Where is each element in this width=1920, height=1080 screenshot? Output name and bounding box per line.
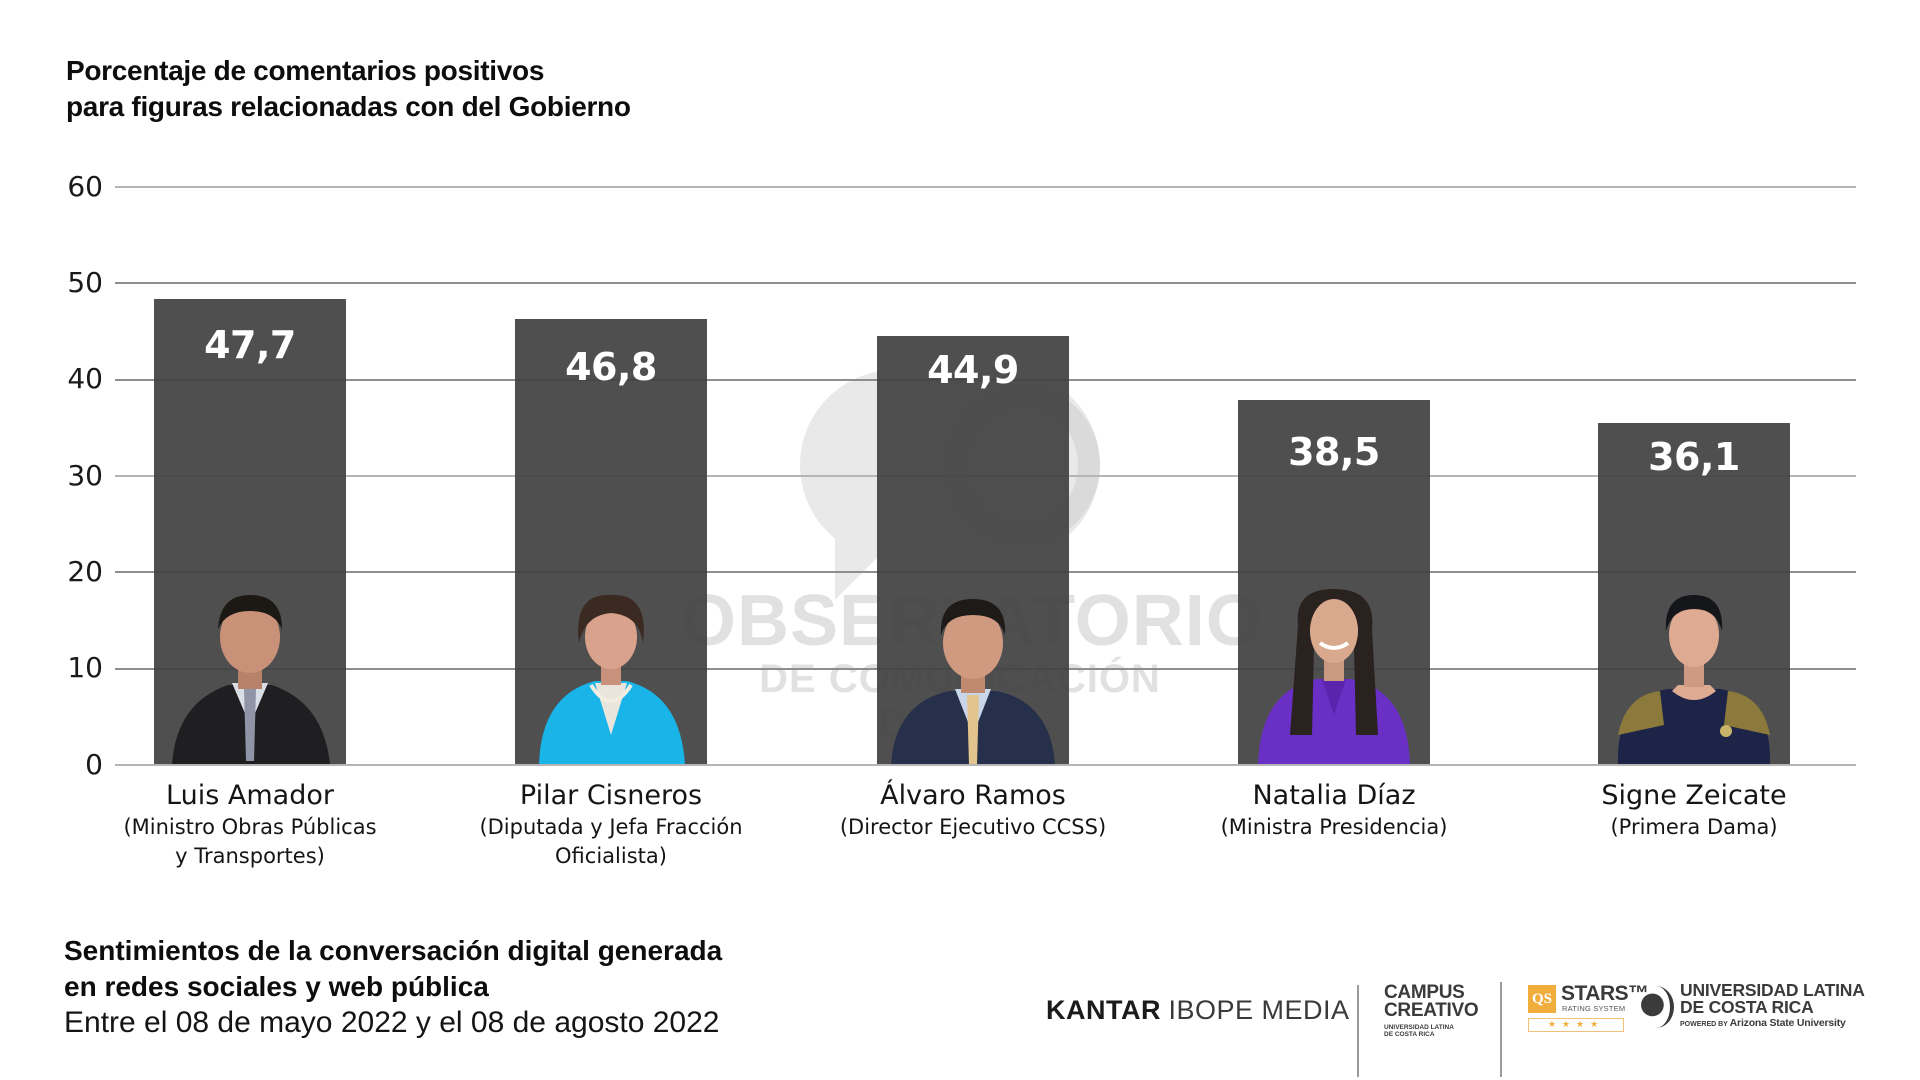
y-tick-20: 20 xyxy=(67,555,103,588)
asu-label: Arizona State University xyxy=(1729,1017,1846,1029)
chart-title-line-1: Porcentaje de comentarios positivos xyxy=(66,55,545,86)
y-tick-60: 60 xyxy=(67,170,103,203)
bar-alvaro-ramos: 44,9 xyxy=(877,336,1069,765)
category-label-alvaro-ramos: Álvaro Ramos (Director Ejecutivo CCSS) xyxy=(813,779,1133,842)
category-role-line-1: (Director Ejecutivo CCSS) xyxy=(839,815,1107,839)
universidad-latina-wordmark: UNIVERSIDAD LATINA DE COSTA RICA xyxy=(1680,980,1865,1017)
category-name: Natalia Díaz xyxy=(1252,780,1416,811)
category-label-natalia-diaz: Natalia Díaz (Ministra Presidencia) xyxy=(1174,779,1494,842)
campus-line-1: CAMPUS xyxy=(1384,982,1465,1003)
footer-title-line-2: en redes sociales y web pública xyxy=(64,971,489,1002)
y-tick-50: 50 xyxy=(67,266,103,299)
qs-badge-icon: QS xyxy=(1528,985,1556,1013)
kantar-ibope-media-logo: KANTAR IBOPE MEDIA xyxy=(1046,995,1350,1025)
portrait-pilar-cisneros xyxy=(539,594,685,765)
footer-title-line-1: Sentimientos de la conversación digital … xyxy=(64,935,723,966)
powered-by-asu: POWERED BY Arizona State University xyxy=(1680,1017,1846,1029)
portrait-alvaro-ramos xyxy=(891,599,1055,765)
y-tick-40: 40 xyxy=(67,362,103,395)
portrait-luis-amador xyxy=(172,595,330,765)
ul-line-1: UNIVERSIDAD LATINA xyxy=(1680,980,1865,1000)
campus-creativo-logo: CAMPUS CREATIVO UNIVERSIDAD LATINA DE CO… xyxy=(1384,982,1494,1038)
universidad-latina-logo: UNIVERSIDAD LATINA DE COSTA RICA POWERED… xyxy=(1638,980,1868,1042)
campus-line-4: DE COSTA RICA xyxy=(1384,1031,1435,1038)
category-role-line-1: (Diputada y Jefa Fracción xyxy=(479,815,743,839)
bar-pilar-cisneros: 46,8 xyxy=(515,319,707,765)
category-name: Álvaro Ramos xyxy=(880,780,1066,811)
chart-title: Porcentaje de comentarios positivos para… xyxy=(66,53,966,125)
y-tick-0: 0 xyxy=(85,748,103,781)
gridline-50 xyxy=(115,282,1856,284)
campus-line-2: CREATIVO xyxy=(1384,1000,1479,1021)
y-tick-30: 30 xyxy=(67,459,103,492)
category-role-line-2: y Transportes) xyxy=(175,844,325,868)
ibope-media-wordmark: IBOPE MEDIA xyxy=(1168,995,1350,1025)
category-role-line-1: (Ministra Presidencia) xyxy=(1220,815,1448,839)
portrait-natalia-diaz xyxy=(1258,589,1410,765)
qs-rating-system-label: RATING SYSTEM xyxy=(1562,1004,1626,1013)
bar-value-label: 36,1 xyxy=(1648,435,1740,479)
qs-stars-logo: QS STARS™ RATING SYSTEM ★★★★ xyxy=(1528,983,1649,1040)
bar-chart: OBSERVATORIO DE COMUNICACIÓN DIGITAL 60 … xyxy=(67,170,1856,871)
category-label-signe-zeicate: Signe Zeicate (Primera Dama) xyxy=(1534,779,1854,842)
powered-by-label: POWERED BY xyxy=(1680,1021,1728,1028)
kantar-wordmark: KANTAR xyxy=(1046,995,1161,1025)
bar-natalia-diaz: 38,5 xyxy=(1238,400,1430,765)
chart-title-line-2: para figuras relacionadas con del Gobier… xyxy=(66,91,631,122)
bar-value-label: 47,7 xyxy=(204,323,296,367)
star-rating-icon: ★★★★ xyxy=(1528,1018,1624,1032)
globe-icon xyxy=(1638,986,1674,1028)
category-name: Luis Amador xyxy=(166,780,334,811)
category-name: Signe Zeicate xyxy=(1601,780,1787,811)
logo-divider xyxy=(1500,982,1502,1077)
campus-line-3: UNIVERSIDAD LATINA xyxy=(1384,1024,1454,1031)
category-role-line-1: (Primera Dama) xyxy=(1610,815,1778,839)
bar-value-label: 38,5 xyxy=(1288,430,1380,474)
category-name: Pilar Cisneros xyxy=(519,780,703,811)
gridline-60 xyxy=(115,186,1856,188)
bar-luis-amador: 47,7 xyxy=(154,299,346,765)
bar-value-label: 46,8 xyxy=(565,345,657,389)
footer-title: Sentimientos de la conversación digital … xyxy=(64,933,864,1005)
qs-stars-wordmark: STARS™ xyxy=(1561,982,1649,1005)
bar-value-label: 44,9 xyxy=(927,348,1019,392)
ul-line-2: DE COSTA RICA xyxy=(1680,997,1814,1017)
category-label-luis-amador: Luis Amador (Ministro Obras Públicas y T… xyxy=(90,779,410,871)
y-tick-10: 10 xyxy=(67,651,103,684)
gridline-0-baseline xyxy=(115,764,1856,766)
date-range: Entre el 08 de mayo 2022 y el 08 de agos… xyxy=(64,1006,720,1039)
bar-signe-zeicate: 36,1 xyxy=(1598,423,1790,765)
logo-divider xyxy=(1357,985,1359,1077)
portrait-signe-zeicate xyxy=(1617,595,1771,765)
category-role-line-2: Oficialista) xyxy=(555,844,667,868)
category-role-line-1: (Ministro Obras Públicas xyxy=(123,815,377,839)
category-label-pilar-cisneros: Pilar Cisneros (Diputada y Jefa Fracción… xyxy=(451,779,771,871)
